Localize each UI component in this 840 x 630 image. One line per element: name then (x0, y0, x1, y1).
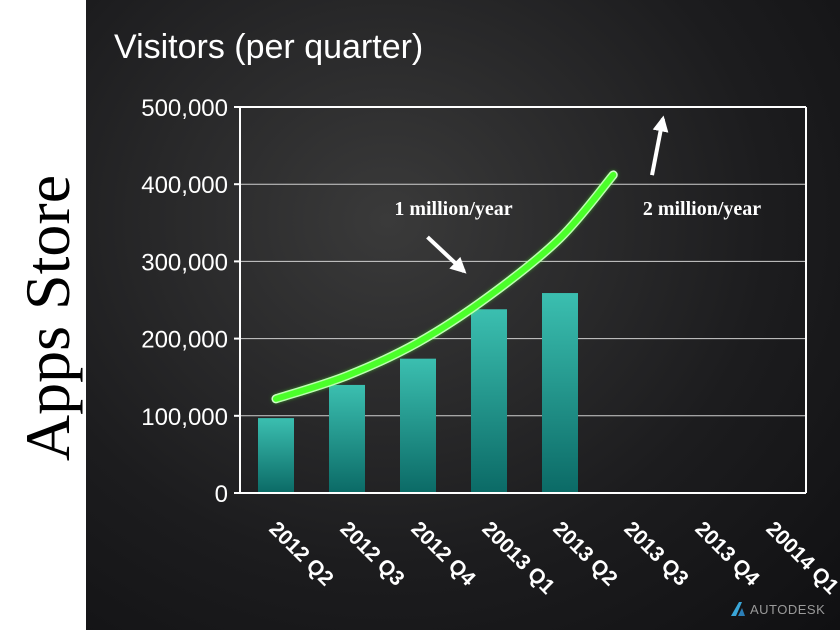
annotations: 1 million/year 2 million/year (394, 115, 761, 274)
y-tick-label-5: 500,000 (141, 95, 228, 122)
y-tick-label-2: 200,000 (141, 327, 228, 354)
x-tick-label-2: 2012 Q4 (406, 517, 479, 590)
bar-1 (329, 384, 365, 493)
bar-0 (258, 418, 294, 493)
brand-logo-group: AUTODESK (730, 601, 825, 617)
y-tick-labels: 0 100,000 200,000 300,000 400,000 500,000 (141, 95, 228, 508)
y-tick-label-3: 300,000 (141, 249, 228, 276)
gridlines (240, 106, 806, 417)
bars (258, 293, 578, 493)
annotation-arrow-0 (426, 235, 467, 274)
axes (234, 106, 807, 494)
x-tick-label-7: 20014 Q1 (761, 517, 840, 599)
bar-3 (471, 309, 507, 493)
x-tick-label-4: 2013 Q2 (548, 517, 621, 590)
annotation-label-0: 1 million/year (394, 198, 512, 220)
brand-name: AUTODESK (750, 601, 826, 617)
autodesk-logo-icon (731, 602, 745, 616)
x-tick-label-6: 2013 Q4 (690, 517, 763, 590)
bar-2 (400, 358, 436, 493)
y-tick-label-1: 100,000 (141, 404, 228, 431)
bar-4 (542, 293, 578, 493)
annotation-label-1: 2 million/year (643, 198, 761, 220)
y-tick-label-0: 0 (215, 481, 228, 508)
trend-curve (271, 170, 618, 404)
trend-curve-line (273, 171, 617, 402)
y-tick-label-4: 400,000 (141, 172, 228, 199)
x-tick-label-5: 2013 Q3 (619, 517, 692, 590)
annotation-arrow-1 (650, 115, 669, 176)
chart-title: Visitors (per quarter) (114, 28, 424, 66)
x-tick-label-3: 20013 Q1 (477, 517, 559, 599)
x-tick-label-1: 2012 Q3 (335, 517, 408, 590)
x-tick-label-0: 2012 Q2 (264, 517, 337, 590)
